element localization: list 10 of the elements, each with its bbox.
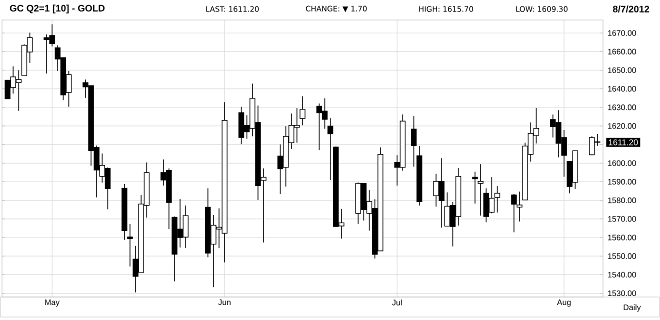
candlestick (478, 164, 484, 216)
text: 1611.20 (608, 139, 638, 146)
candlestick (300, 96, 306, 126)
chart-title: GC Q2=1 [10] - GOLD (10, 4, 105, 14)
candlestick (127, 224, 133, 267)
candlestick (410, 116, 417, 168)
candlestick (472, 171, 478, 204)
text: 8/7/2012 (612, 5, 650, 13)
candlestick (494, 186, 500, 213)
candlestick (327, 118, 334, 180)
